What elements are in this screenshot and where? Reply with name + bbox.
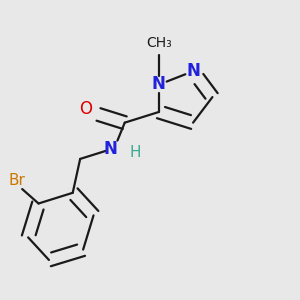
Text: N: N <box>104 140 118 158</box>
Text: CH₃: CH₃ <box>146 36 172 50</box>
Text: H: H <box>129 146 141 160</box>
Text: Br: Br <box>9 173 26 188</box>
Text: O: O <box>80 100 93 118</box>
Text: N: N <box>152 75 166 93</box>
Text: N: N <box>186 61 200 80</box>
